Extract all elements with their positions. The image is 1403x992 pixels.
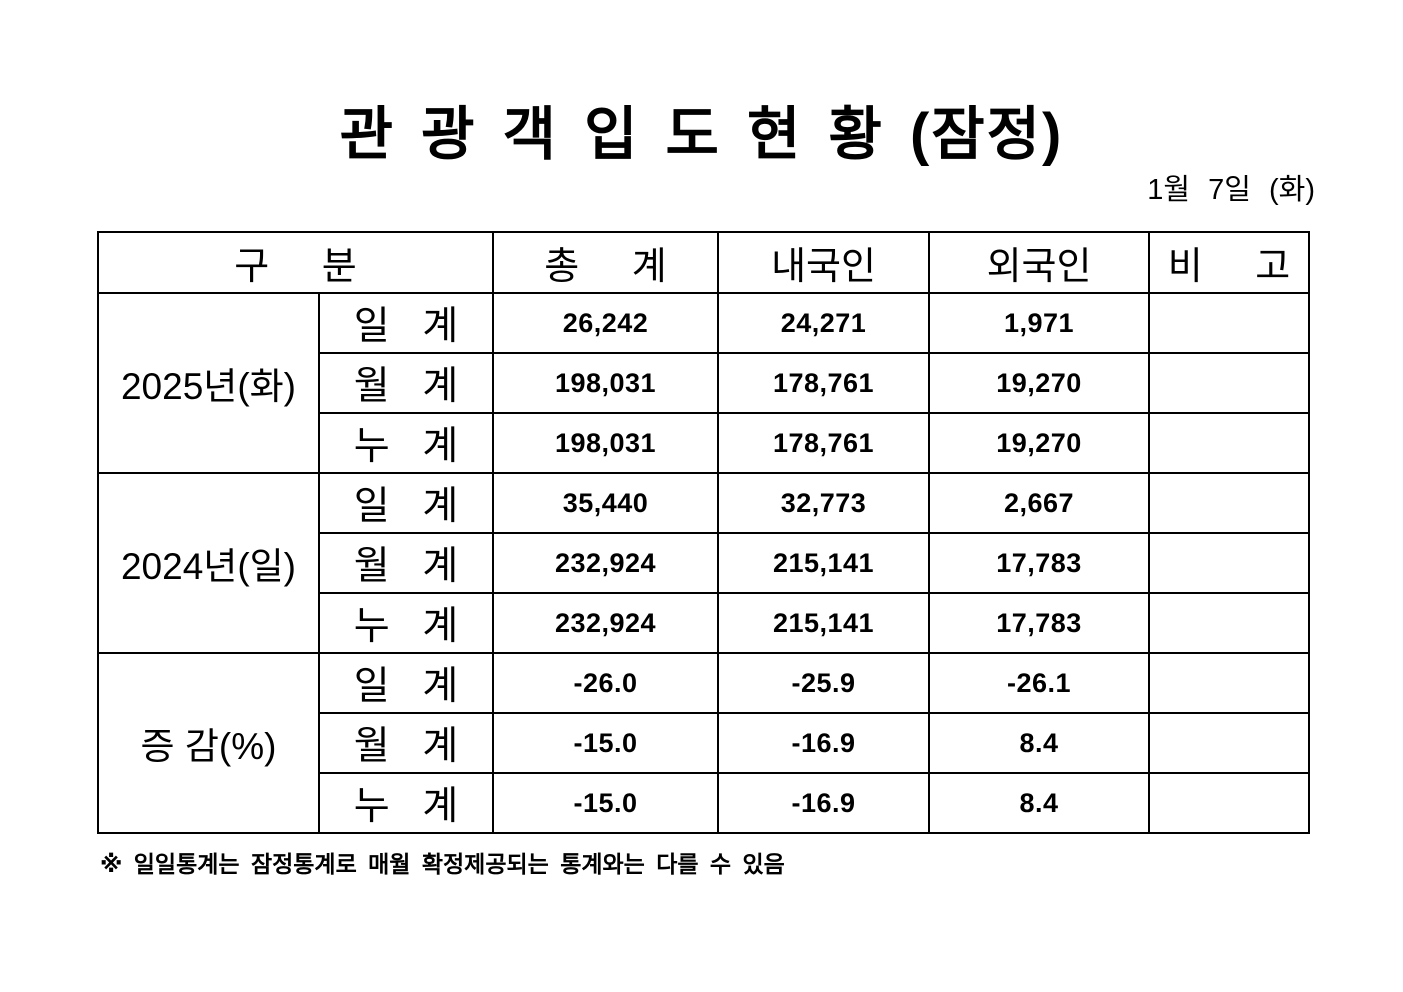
group-label-change-pct: 증 감(%) (97, 652, 320, 834)
cell-domestic-value: 178,761 (717, 412, 931, 474)
cell-domestic-value: 178,761 (717, 352, 931, 414)
header-domestic: 내국인 (717, 231, 931, 294)
table-row: 월 계 -15.0 -16.9 8.4 (98, 712, 1311, 774)
cell-total-value: -26.0 (492, 652, 720, 714)
cell-remarks (1148, 592, 1311, 654)
row-label-daily: 일 계 (317, 472, 495, 534)
row-label-daily: 일 계 (317, 652, 495, 714)
cell-total-value: 198,031 (492, 412, 720, 474)
row-label-daily: 일 계 (317, 292, 495, 354)
group-label-2024: 2024년(일) (97, 472, 320, 654)
cell-foreign-value: 19,270 (928, 352, 1151, 414)
cell-domestic-value: -25.9 (717, 652, 931, 714)
cell-domestic-value: 24,271 (717, 292, 931, 354)
cell-remarks (1148, 772, 1311, 834)
table-row: 2025년(화) 일 계 26,242 24,271 1,971 (97, 292, 1311, 474)
cell-domestic-value: 32,773 (717, 472, 931, 534)
document-title: 관 광 객 입 도 현 황 (잠정) (339, 102, 1064, 167)
cell-foreign-value: 17,783 (928, 592, 1151, 654)
row-label-cumulative: 누 계 (317, 772, 495, 834)
cell-foreign-value: 17,783 (928, 532, 1151, 594)
table-header-row: 구 분 총 계 내국인 외국인 비 고 (96, 231, 1311, 294)
cell-foreign-value: -26.1 (928, 652, 1151, 714)
table-row: 누 계 198,031 178,761 19,270 (98, 412, 1311, 474)
row-label-cumulative: 누 계 (317, 592, 495, 654)
row-label-monthly: 월 계 (317, 712, 495, 774)
cell-remarks (1148, 652, 1311, 714)
cell-total-value: 35,440 (492, 472, 720, 534)
cell-total-value: 232,924 (492, 592, 720, 654)
cell-remarks (1148, 412, 1311, 474)
cell-domestic-value: 215,141 (717, 532, 931, 594)
header-total: 총 계 (492, 231, 720, 294)
cell-foreign-value: 19,270 (928, 412, 1151, 474)
cell-domestic-value: 215,141 (717, 592, 931, 654)
table-row: 2024년(일) 일 계 35,440 32,773 2,667 (97, 472, 1311, 654)
cell-remarks (1148, 292, 1311, 354)
cell-domestic-value: -16.9 (717, 712, 931, 774)
cell-remarks (1148, 712, 1311, 774)
cell-total-value: -15.0 (492, 712, 720, 774)
table-row: 누 계 232,924 215,141 17,783 (98, 592, 1311, 654)
cell-domestic-value: -16.9 (717, 772, 931, 834)
table-row: 월 계 232,924 215,141 17,783 (98, 532, 1311, 594)
row-label-monthly: 월 계 (317, 532, 495, 594)
row-label-monthly: 월 계 (317, 352, 495, 414)
header-remarks: 비 고 (1148, 231, 1311, 294)
table-row: 누 계 -15.0 -16.9 8.4 (98, 772, 1311, 834)
cell-total-value: 232,924 (492, 532, 720, 594)
cell-total-value: 26,242 (492, 292, 720, 354)
cell-total-value: 198,031 (492, 352, 720, 414)
footnote: ※ 일일통계는 잠정통계로 매월 확정제공되는 통계와는 다를 수 있음 (100, 851, 785, 877)
cell-foreign-value: 2,667 (928, 472, 1151, 534)
header-category: 구 분 (96, 231, 495, 294)
cell-total-value: -15.0 (492, 772, 720, 834)
cell-remarks (1148, 472, 1311, 534)
report-date: 1월 7일 (화) (1147, 174, 1315, 206)
cell-remarks (1148, 352, 1311, 414)
cell-foreign-value: 8.4 (928, 772, 1151, 834)
statistics-table: 구 분 총 계 내국인 외국인 비 고 2025년(화) 일 계 26,242 … (96, 231, 1311, 834)
header-foreign: 외국인 (928, 231, 1151, 294)
group-label-2025: 2025년(화) (97, 292, 320, 474)
table-row: 월 계 198,031 178,761 19,270 (98, 352, 1311, 414)
cell-foreign-value: 1,971 (928, 292, 1151, 354)
cell-remarks (1148, 532, 1311, 594)
row-label-cumulative: 누 계 (317, 412, 495, 474)
table-row: 증 감(%) 일 계 -26.0 -25.9 -26.1 (97, 652, 1311, 834)
cell-foreign-value: 8.4 (928, 712, 1151, 774)
